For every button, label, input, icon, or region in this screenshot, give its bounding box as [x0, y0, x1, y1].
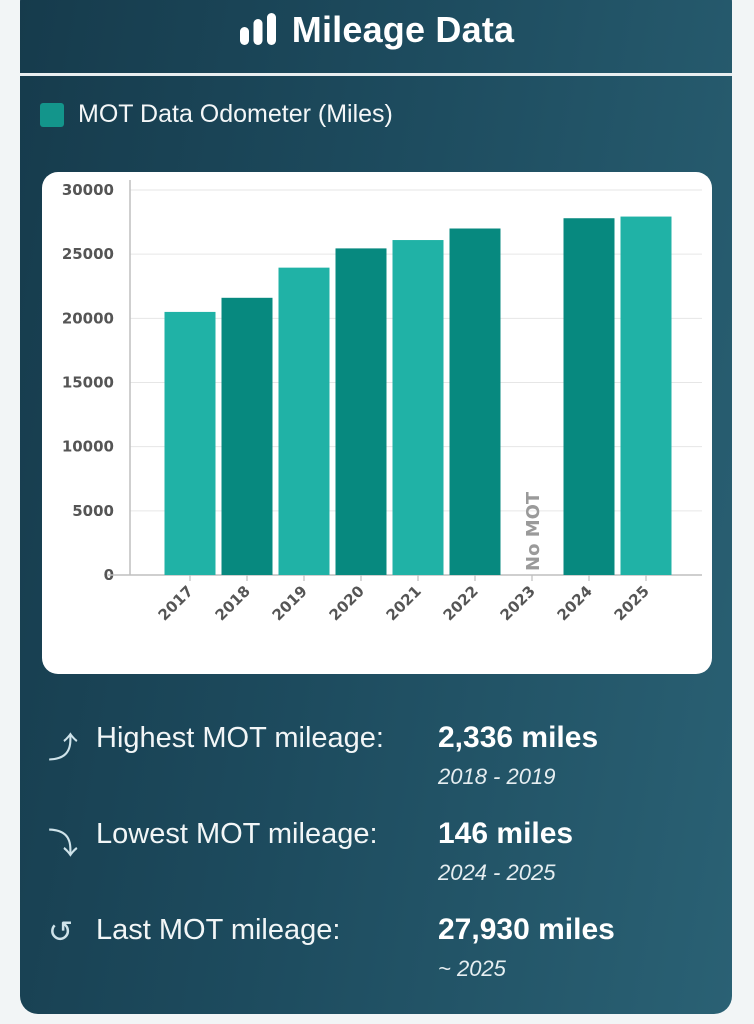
y-tick-label: 25000 [62, 245, 114, 263]
mileage-card: Mileage Data MOT Data Odometer (Miles) 0… [20, 0, 732, 1014]
no-mot-annotation: No MOT [523, 491, 544, 571]
y-tick-label: 20000 [62, 309, 114, 327]
card-header: Mileage Data [20, 0, 732, 60]
x-tick-label: 2017 [155, 582, 197, 624]
bar-2019 [278, 267, 330, 575]
bar-2018 [221, 297, 273, 575]
last-mileage-value: 27,930 miles [438, 913, 615, 946]
bar-2025 [620, 216, 672, 575]
x-tick-label: 2021 [383, 582, 425, 624]
bar-2022 [449, 228, 501, 575]
highest-mileage-label: Highest MOT mileage: [96, 722, 384, 754]
bar-chart-icon [239, 13, 276, 45]
y-tick-label: 10000 [62, 438, 114, 456]
x-tick-label: 2018 [212, 582, 254, 624]
lowest-mileage-value: 146 miles [438, 817, 574, 850]
lowest-mileage-period: 2024 - 2025 [438, 860, 556, 885]
y-tick-label: 5000 [72, 502, 114, 520]
bar-2021 [392, 240, 444, 576]
x-tick-label: 2025 [611, 582, 653, 624]
history-icon: ↺ [48, 916, 74, 949]
highest-mileage-period: 2018 - 2019 [438, 764, 556, 789]
last-mileage-label: Last MOT mileage: [96, 914, 341, 946]
legend-swatch [40, 102, 64, 127]
x-tick-label: 2023 [497, 582, 539, 624]
chart-legend[interactable]: MOT Data Odometer (Miles) [40, 100, 393, 129]
arrow-up-icon: ⤴ [48, 732, 78, 765]
arrow-down-icon: ⤵ [48, 828, 78, 861]
bar-2020 [335, 248, 387, 575]
header-divider [20, 73, 732, 76]
legend-label: MOT Data Odometer (Miles) [78, 100, 393, 128]
page-title: Mileage Data [291, 9, 515, 50]
last-mileage-period: ~ 2025 [438, 956, 506, 981]
y-tick-label: 30000 [62, 181, 114, 199]
y-tick-label: 15000 [62, 374, 114, 392]
highest-mileage-value: 2,336 miles [438, 721, 599, 754]
bar-2017 [164, 311, 216, 575]
chart-panel: 0 5000 10000 15000 20000 25000 30000 2017 2018 20… [42, 172, 712, 674]
lowest-mileage-label: Lowest MOT mileage: [96, 818, 378, 850]
bar-2024 [563, 218, 615, 575]
x-tick-label: 2022 [440, 582, 482, 624]
x-tick-label: 2020 [326, 582, 368, 624]
x-tick-label: 2024 [554, 582, 596, 624]
x-tick-label: 2019 [269, 582, 311, 624]
